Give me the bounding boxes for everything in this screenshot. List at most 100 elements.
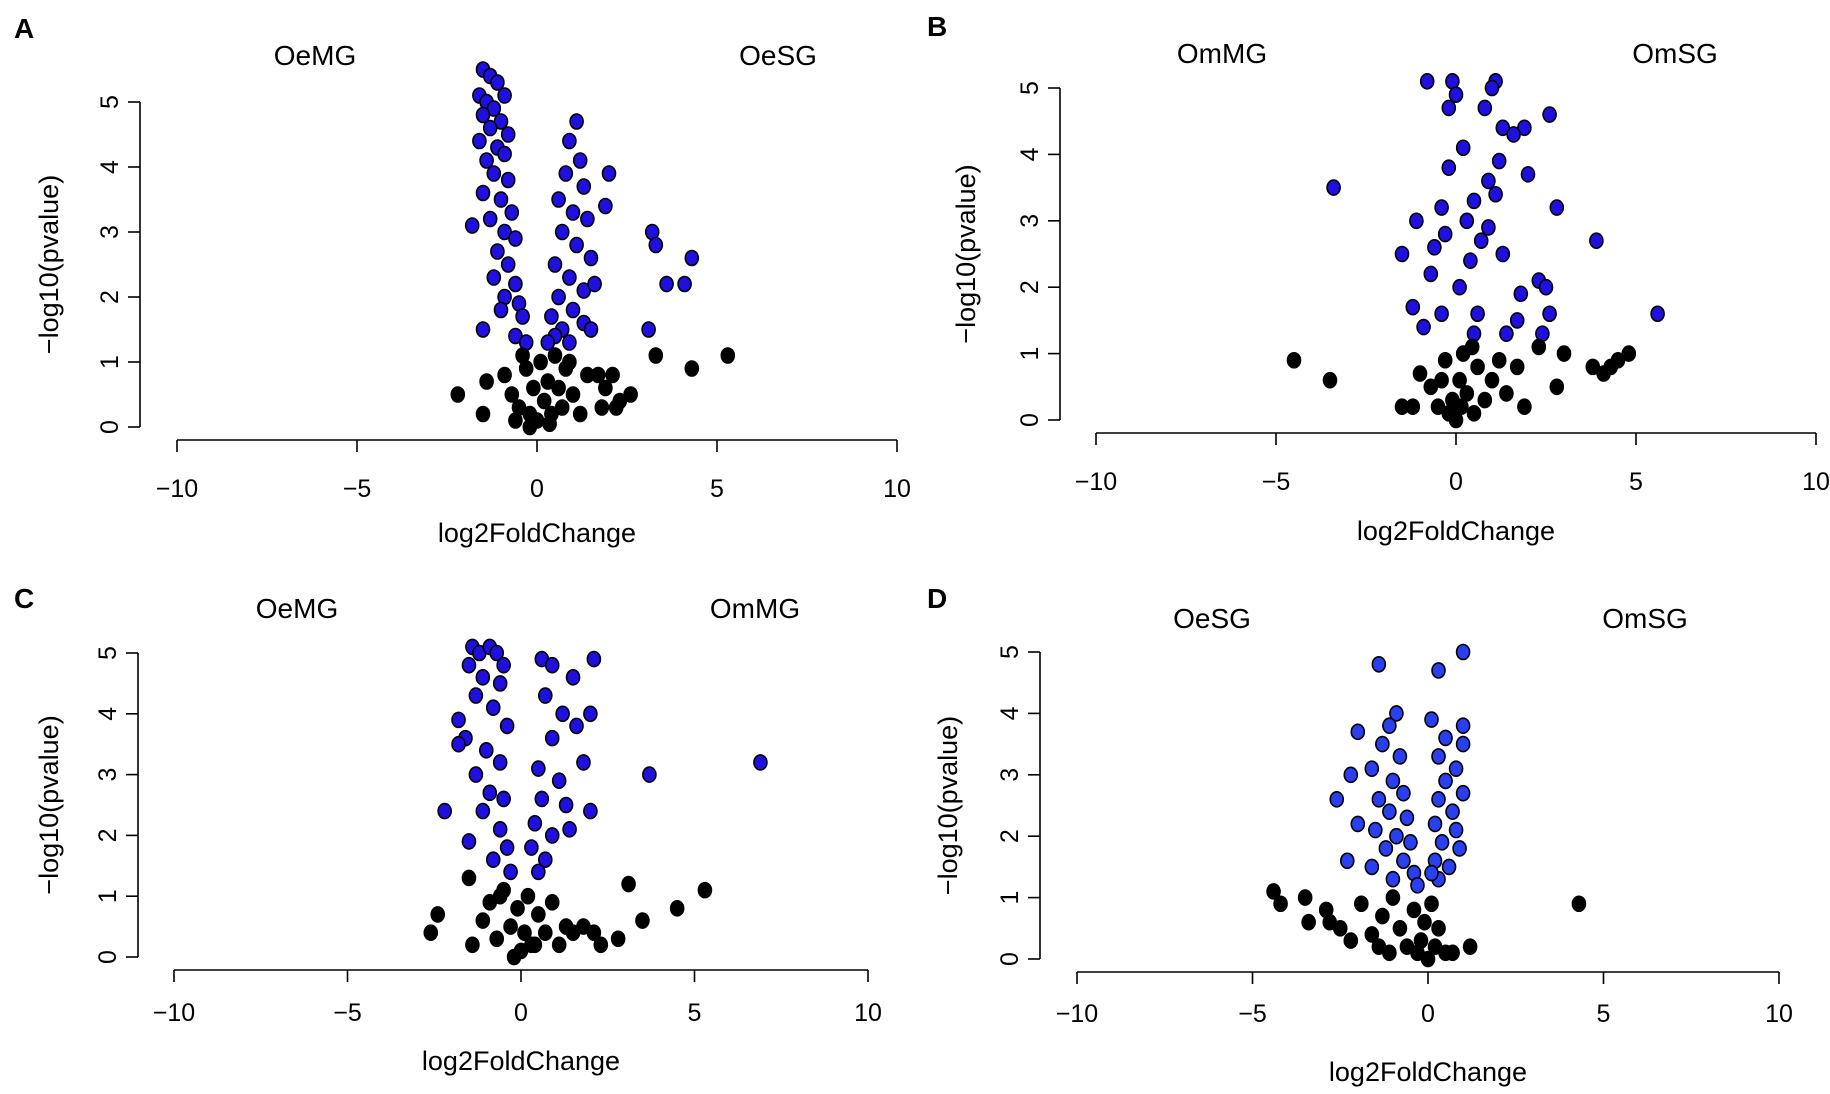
significant-point bbox=[1495, 245, 1511, 263]
significant-point bbox=[641, 321, 656, 338]
significant-point bbox=[684, 249, 700, 267]
nonsignificant-point bbox=[635, 912, 650, 929]
significant-point bbox=[586, 650, 602, 668]
nonsignificant-point bbox=[1417, 913, 1432, 931]
significant-point bbox=[583, 321, 599, 338]
nonsignificant-point bbox=[1332, 919, 1348, 937]
significant-point bbox=[451, 735, 466, 753]
significant-point bbox=[464, 217, 480, 234]
significant-point bbox=[500, 256, 516, 273]
significant-point bbox=[531, 863, 546, 881]
significant-point bbox=[1368, 821, 1383, 839]
panel-letter: B bbox=[927, 11, 947, 42]
significant-point bbox=[1438, 772, 1453, 790]
nonsignificant-point bbox=[608, 399, 624, 416]
nonsignificant-point bbox=[593, 936, 609, 954]
significant-point bbox=[642, 766, 657, 783]
nonsignificant-point bbox=[1364, 926, 1380, 943]
y-tick-label: 2 bbox=[996, 829, 1024, 843]
x-axis-title: log2FoldChange bbox=[438, 518, 636, 548]
significant-point bbox=[1343, 766, 1359, 784]
nonsignificant-point bbox=[542, 415, 557, 433]
significant-point bbox=[1448, 86, 1464, 103]
series-nonsignificant bbox=[423, 869, 713, 966]
x-tick-label: 0 bbox=[530, 475, 544, 503]
y-tick-label: 1 bbox=[94, 889, 122, 903]
significant-point bbox=[551, 191, 566, 208]
significant-point bbox=[1441, 159, 1457, 176]
significant-point bbox=[1455, 717, 1471, 734]
significant-point bbox=[1491, 152, 1507, 170]
significant-point bbox=[544, 729, 560, 747]
significant-point bbox=[1455, 139, 1471, 157]
significant-point bbox=[587, 275, 602, 293]
nonsignificant-point bbox=[450, 386, 466, 403]
nonsignificant-point bbox=[590, 366, 606, 384]
significant-point bbox=[1542, 106, 1557, 123]
significant-point bbox=[482, 119, 498, 137]
nonsignificant-point bbox=[594, 399, 610, 416]
significant-point bbox=[558, 165, 574, 182]
significant-point bbox=[1350, 815, 1366, 833]
x-tick-label: 5 bbox=[688, 999, 702, 1027]
group-label-right: OmMG bbox=[710, 593, 800, 624]
nonsignificant-point bbox=[1452, 371, 1467, 389]
nonsignificant-point bbox=[669, 900, 685, 917]
nonsignificant-point bbox=[1464, 338, 1480, 356]
nonsignificant-point bbox=[1266, 883, 1281, 900]
significant-point bbox=[1463, 252, 1478, 269]
panel-c: C OeMG OmMG −10 −5 0 5 10 log2FoldChange 0 1 2 3 4 5 −l… bbox=[14, 583, 882, 1076]
significant-point bbox=[1431, 662, 1446, 679]
significant-point bbox=[1434, 834, 1450, 851]
y-tick-label: 5 bbox=[94, 646, 122, 660]
significant-point bbox=[1339, 852, 1355, 870]
nonsignificant-point bbox=[1424, 895, 1439, 913]
nonsignificant-point bbox=[1509, 358, 1525, 376]
nonsignificant-point bbox=[475, 912, 491, 929]
significant-point bbox=[1385, 870, 1401, 888]
significant-point bbox=[1549, 199, 1565, 216]
significant-point bbox=[598, 197, 613, 215]
y-tick-label: 2 bbox=[94, 828, 122, 842]
nonsignificant-point bbox=[526, 379, 541, 397]
significant-point bbox=[515, 308, 530, 325]
y-tick-label: 3 bbox=[96, 225, 124, 239]
nonsignificant-point bbox=[551, 936, 567, 954]
significant-point bbox=[496, 656, 511, 674]
significant-point bbox=[1385, 772, 1401, 790]
significant-point bbox=[1389, 827, 1404, 845]
significant-point bbox=[1394, 245, 1410, 263]
significant-point bbox=[544, 656, 560, 674]
significant-point bbox=[482, 784, 498, 802]
y-tick-label: 5 bbox=[996, 645, 1024, 659]
panel-letter: C bbox=[14, 583, 34, 614]
significant-point bbox=[1650, 305, 1665, 323]
nonsignificant-point bbox=[537, 924, 553, 941]
significant-point bbox=[475, 669, 491, 686]
significant-point bbox=[569, 113, 584, 130]
significant-point bbox=[504, 204, 520, 221]
nonsignificant-point bbox=[1301, 913, 1316, 931]
nonsignificant-point bbox=[1286, 351, 1302, 369]
significant-point bbox=[489, 644, 505, 662]
significant-point bbox=[569, 236, 584, 254]
panel-letter: A bbox=[14, 13, 34, 44]
significant-point bbox=[1371, 655, 1387, 673]
significant-point bbox=[478, 741, 494, 759]
significant-point bbox=[1470, 305, 1485, 323]
series-nonsignificant bbox=[1286, 338, 1637, 429]
significant-point bbox=[461, 656, 477, 674]
significant-point bbox=[1389, 705, 1404, 722]
significant-point bbox=[565, 204, 581, 221]
significant-point bbox=[583, 249, 599, 267]
significant-point bbox=[493, 191, 509, 208]
significant-point bbox=[1423, 265, 1439, 283]
significant-point bbox=[1434, 305, 1449, 323]
significant-point bbox=[1481, 172, 1496, 190]
significant-point bbox=[490, 74, 505, 91]
nonsignificant-point bbox=[508, 412, 523, 429]
significant-point bbox=[1329, 791, 1345, 808]
nonsignificant-point bbox=[1621, 345, 1637, 362]
significant-point bbox=[1405, 298, 1421, 316]
y-tick-label: 0 bbox=[96, 420, 124, 434]
